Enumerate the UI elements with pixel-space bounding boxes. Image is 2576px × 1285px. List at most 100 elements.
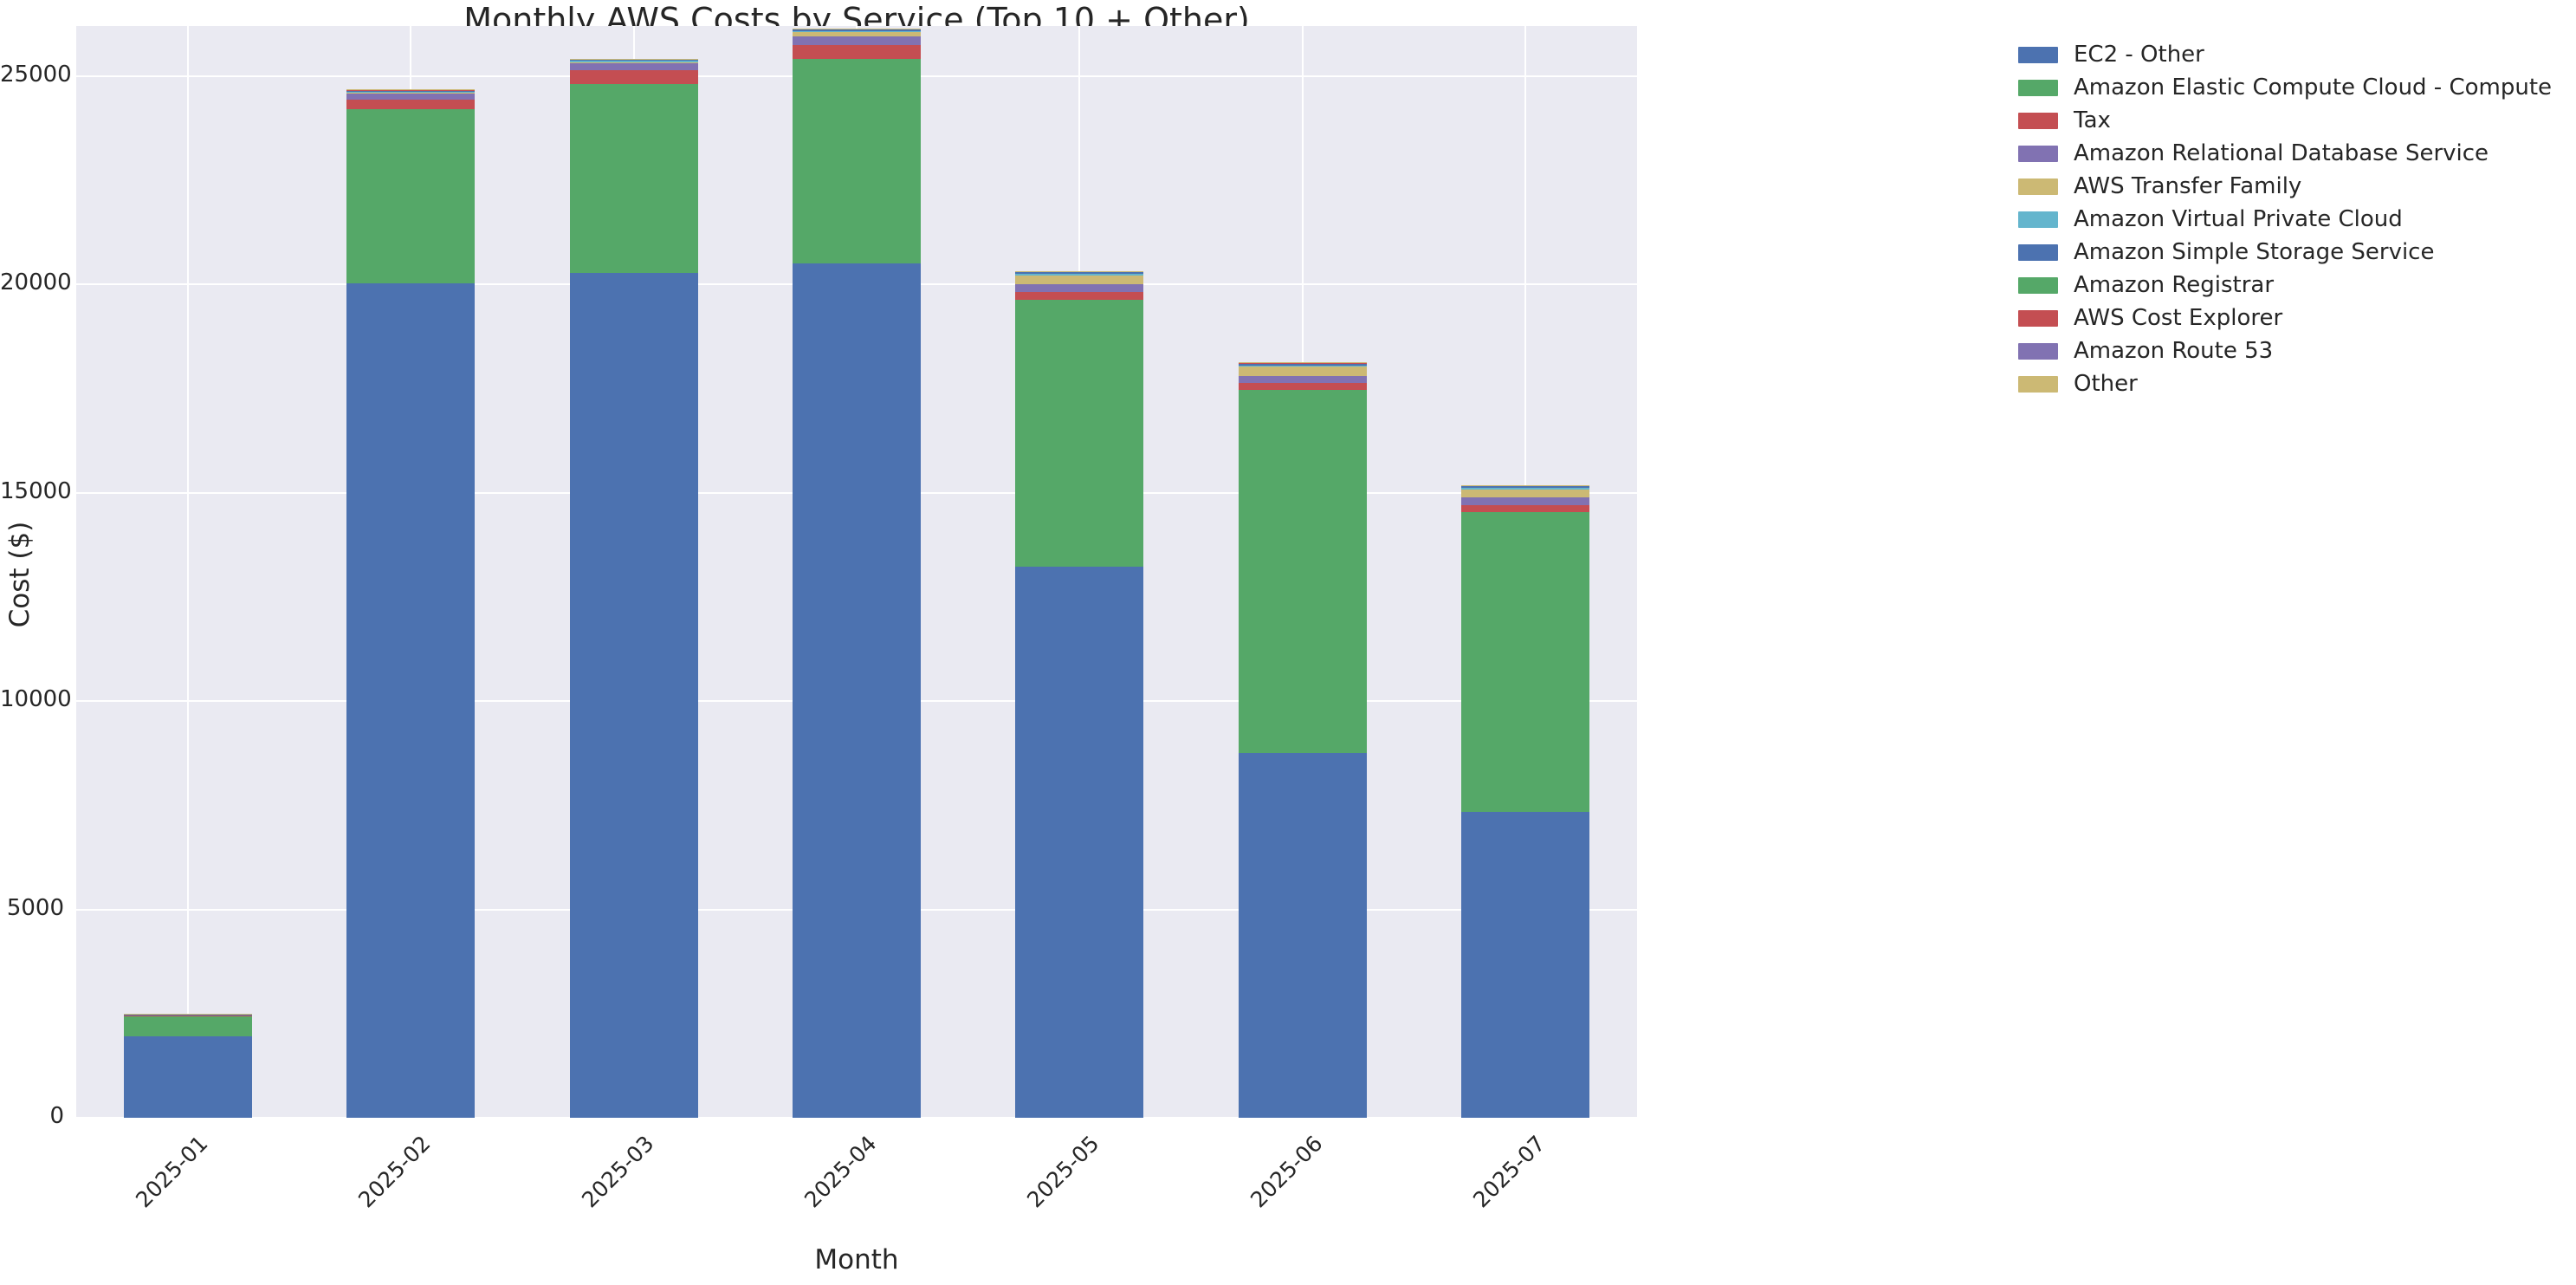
x-tick-label: 2025-03 xyxy=(576,1131,659,1213)
bar-segment[interactable] xyxy=(346,91,476,93)
bar-segment[interactable] xyxy=(792,36,921,45)
bar-segment[interactable] xyxy=(346,109,476,284)
bar-segment[interactable] xyxy=(123,1014,252,1016)
bar-segment[interactable] xyxy=(346,92,476,94)
legend-item[interactable]: Amazon Virtual Private Cloud xyxy=(2018,203,2573,236)
bar-segment[interactable] xyxy=(569,61,698,62)
legend-color-swatch xyxy=(2018,243,2058,261)
legend-item-label: AWS Cost Explorer xyxy=(2074,305,2283,331)
legend-item-label: Amazon Simple Storage Service xyxy=(2074,239,2435,265)
x-tick-label: 2025-01 xyxy=(130,1131,213,1213)
legend-color-swatch xyxy=(2018,211,2058,228)
bar-segment[interactable] xyxy=(1461,484,1590,486)
legend-item-label: Amazon Relational Database Service xyxy=(2074,140,2489,166)
x-tick-label: 2025-02 xyxy=(353,1131,436,1213)
bar-segment[interactable] xyxy=(792,263,921,1118)
bar-segment[interactable] xyxy=(1015,276,1144,285)
legend-color-swatch xyxy=(2018,112,2058,129)
bar-segment[interactable] xyxy=(1238,363,1367,366)
x-axis-label: Month xyxy=(814,1244,899,1275)
bar-segment[interactable] xyxy=(792,32,921,37)
legend-item[interactable]: Amazon Simple Storage Service xyxy=(2018,236,2573,269)
y-tick-label: 15000 xyxy=(0,477,72,504)
legend-color-swatch xyxy=(2018,46,2058,63)
legend-item[interactable]: Amazon Route 53 xyxy=(2018,334,2573,367)
legend-item-label: Amazon Route 53 xyxy=(2074,338,2274,364)
bar-segment[interactable] xyxy=(569,63,698,70)
legend-color-swatch xyxy=(2018,342,2058,360)
bar-segment[interactable] xyxy=(1015,272,1144,274)
bar-segment[interactable] xyxy=(1461,486,1590,489)
legend-item[interactable]: AWS Cost Explorer xyxy=(2018,302,2573,334)
legend-item-label: Other xyxy=(2074,371,2138,397)
legend-color-swatch xyxy=(2018,276,2058,294)
y-tick-label: 25000 xyxy=(0,61,72,88)
legend-color-swatch xyxy=(2018,145,2058,162)
bar-segment[interactable] xyxy=(1238,390,1367,753)
legend-item[interactable]: Amazon Elastic Compute Cloud - Compute xyxy=(2018,71,2573,104)
bar-segment[interactable] xyxy=(1015,567,1144,1118)
legend-item-label: Amazon Registrar xyxy=(2074,272,2275,298)
x-tick-label: 2025-06 xyxy=(1245,1131,1328,1213)
y-axis-ticks: 0 5000 10000 15000 20000 25000 xyxy=(0,0,72,1285)
bar-segment[interactable] xyxy=(1461,512,1590,812)
bar-segment[interactable] xyxy=(792,30,921,33)
legend-color-swatch xyxy=(2018,178,2058,195)
bar-segment[interactable] xyxy=(1238,375,1367,383)
bar-segment[interactable] xyxy=(569,272,698,1118)
bar-segment[interactable] xyxy=(1015,270,1144,272)
bar-segment[interactable] xyxy=(1238,382,1367,391)
bar-segment[interactable] xyxy=(569,58,698,60)
y-tick-label: 5000 xyxy=(6,894,64,921)
x-tick-label: 2025-07 xyxy=(1468,1131,1550,1213)
bar-segment[interactable] xyxy=(1238,752,1367,1118)
bar-segment[interactable] xyxy=(1238,362,1367,364)
bar-segment[interactable] xyxy=(123,1016,252,1037)
bar-segment[interactable] xyxy=(569,83,698,273)
bar-segment[interactable] xyxy=(1461,504,1590,513)
legend-item-label: Amazon Virtual Private Cloud xyxy=(2074,206,2403,232)
bar-segment[interactable] xyxy=(569,60,698,62)
legend-item[interactable]: AWS Transfer Family xyxy=(2018,170,2573,203)
legend-item-label: AWS Transfer Family xyxy=(2074,173,2302,199)
bar-segment[interactable] xyxy=(1461,497,1590,505)
bar-segment[interactable] xyxy=(346,283,476,1118)
bar-segment[interactable] xyxy=(1461,488,1590,490)
bar-segment[interactable] xyxy=(792,59,921,264)
plot-area xyxy=(76,26,1637,1119)
gridline-vertical xyxy=(186,26,189,1118)
bar-segment[interactable] xyxy=(346,100,476,110)
bar-segment[interactable] xyxy=(346,93,476,101)
bar-segment[interactable] xyxy=(123,1015,252,1016)
bar-segment[interactable] xyxy=(346,89,476,91)
legend-item[interactable]: Amazon Relational Database Service xyxy=(2018,137,2573,170)
legend-item[interactable]: Amazon Registrar xyxy=(2018,269,2573,302)
bar-segment[interactable] xyxy=(1015,292,1144,301)
y-tick-label: 0 xyxy=(49,1103,64,1129)
legend-item-label: EC2 - Other xyxy=(2074,42,2204,68)
legend-color-swatch xyxy=(2018,79,2058,96)
legend-item[interactable]: EC2 - Other xyxy=(2018,38,2573,71)
chart-legend: EC2 - Other Amazon Elastic Compute Cloud … xyxy=(2018,38,2573,400)
bar-segment[interactable] xyxy=(792,44,921,60)
gridline-horizontal xyxy=(76,1117,1637,1119)
bar-segment[interactable] xyxy=(1015,300,1144,568)
legend-item[interactable]: Other xyxy=(2018,367,2573,400)
legend-color-swatch xyxy=(2018,309,2058,327)
bar-segment[interactable] xyxy=(346,90,476,92)
x-tick-label: 2025-05 xyxy=(1022,1131,1104,1213)
bar-segment[interactable] xyxy=(1461,811,1590,1118)
bar-segment[interactable] xyxy=(1238,367,1367,376)
y-axis-label: Cost ($) xyxy=(4,521,36,628)
bar-segment[interactable] xyxy=(569,69,698,84)
bar-segment[interactable] xyxy=(1461,489,1590,498)
bar-segment[interactable] xyxy=(1015,284,1144,293)
bar-segment[interactable] xyxy=(792,29,921,31)
bar-segment[interactable] xyxy=(569,62,698,64)
bar-segment[interactable] xyxy=(123,1036,252,1118)
bar-segment[interactable] xyxy=(1015,273,1144,276)
bar-segment[interactable] xyxy=(1238,365,1367,367)
legend-item[interactable]: Tax xyxy=(2018,104,2573,137)
legend-item-label: Amazon Elastic Compute Cloud - Compute xyxy=(2074,75,2553,101)
